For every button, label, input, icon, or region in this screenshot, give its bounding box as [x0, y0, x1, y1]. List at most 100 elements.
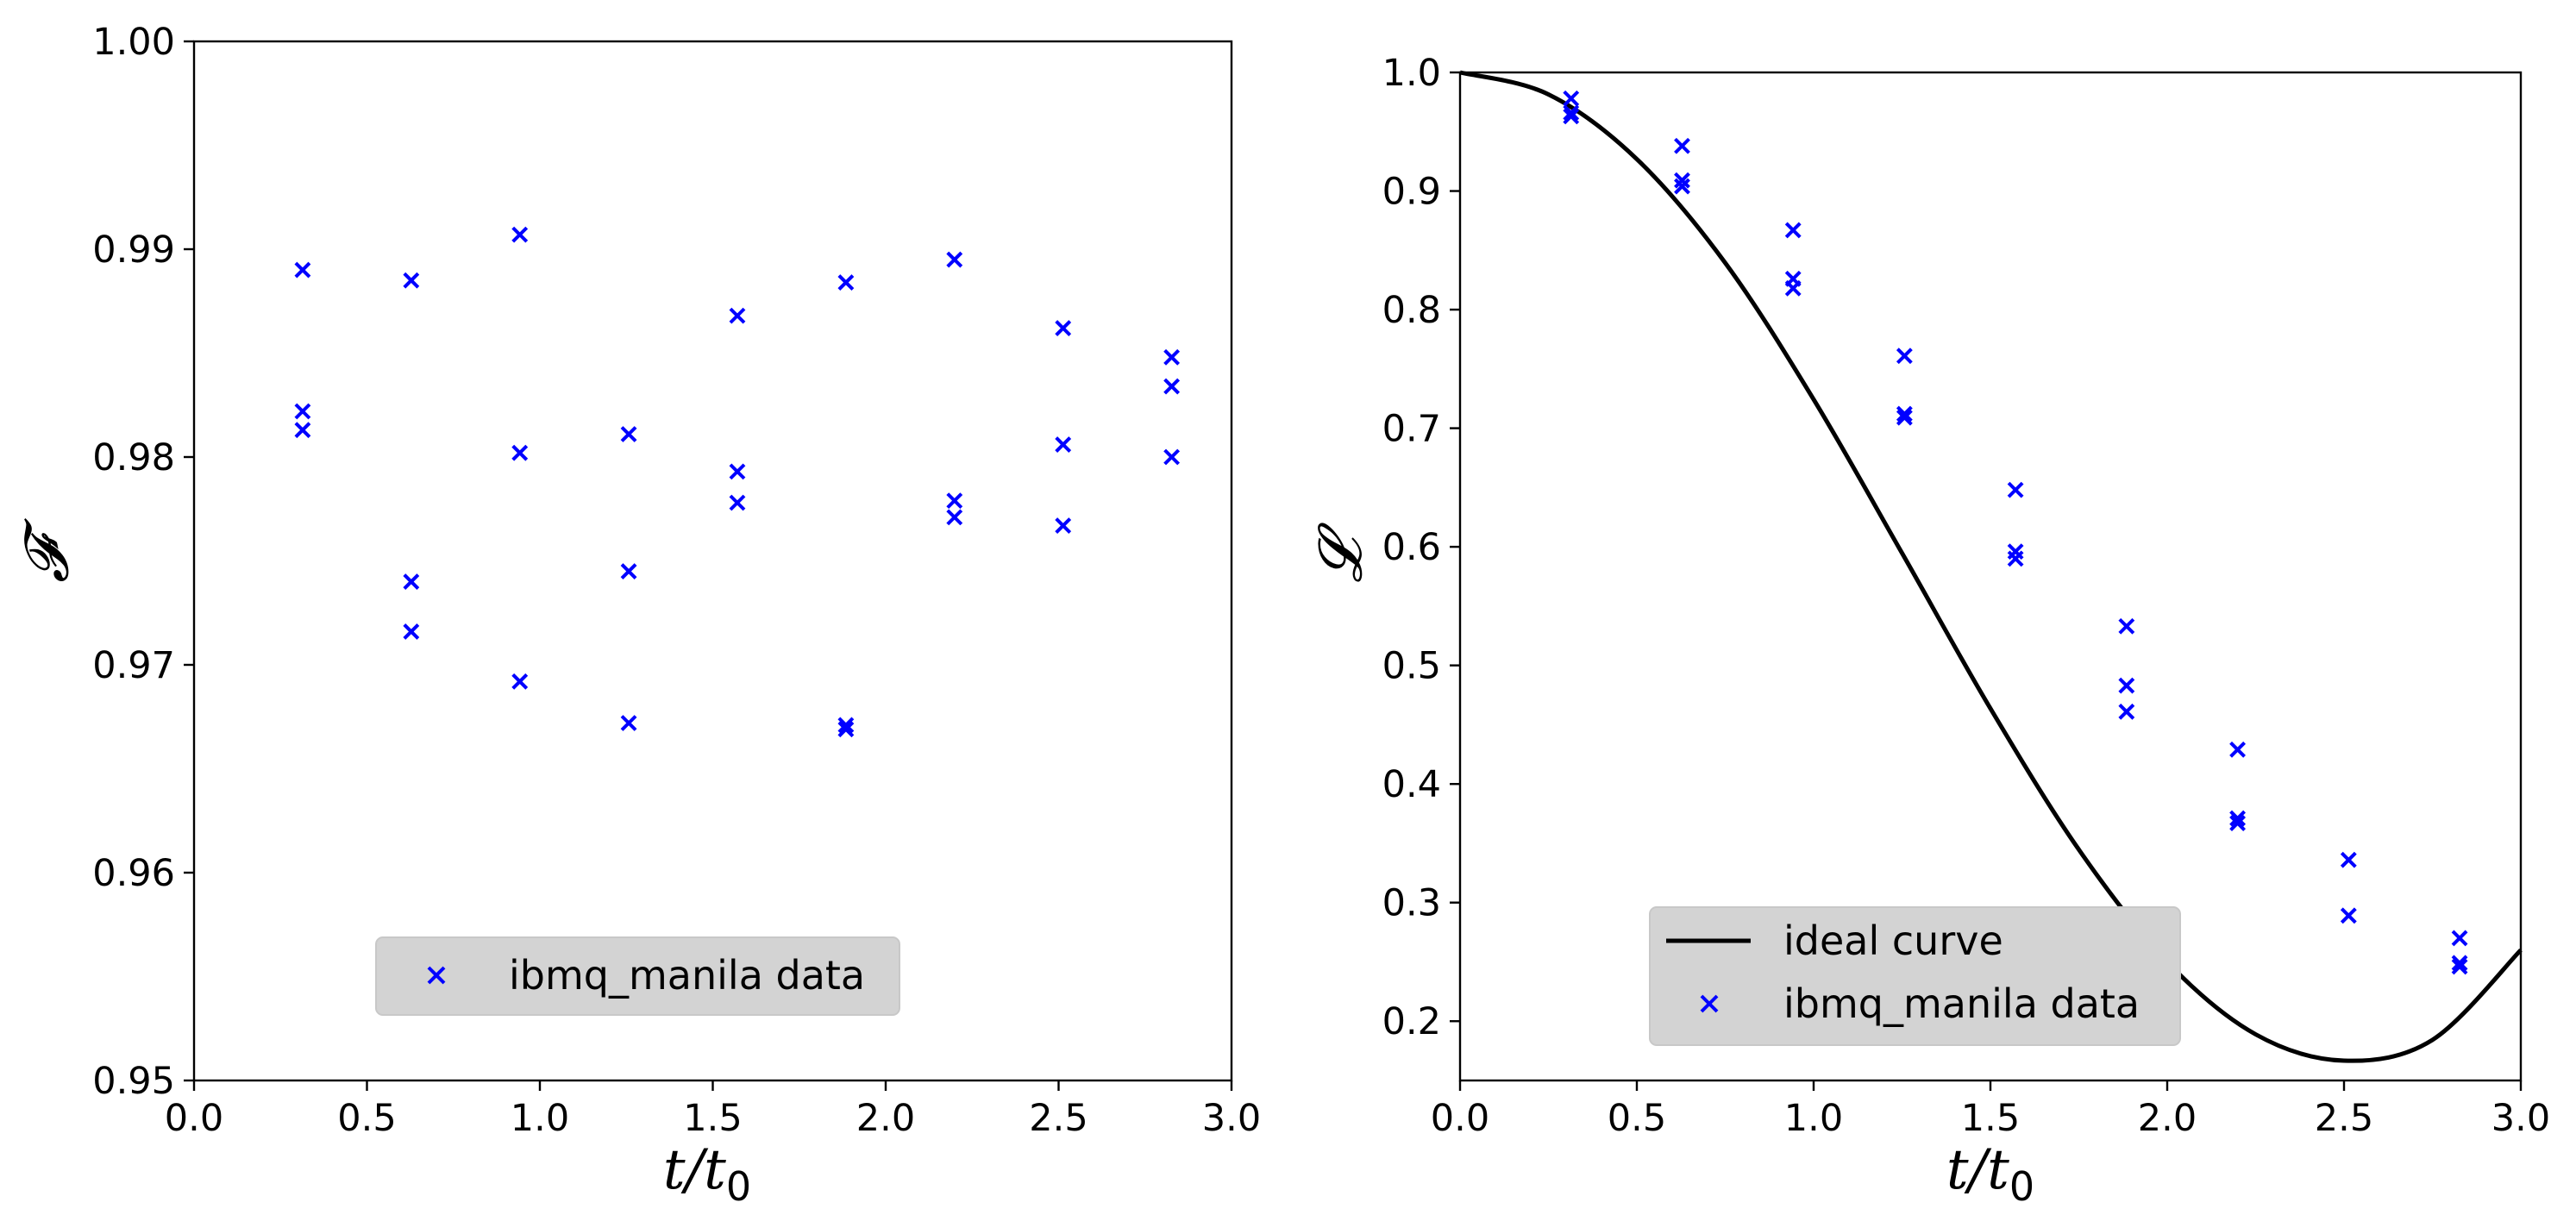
data-point-marker [1163, 348, 1181, 366]
data-point-marker [620, 715, 637, 731]
legend-box [1649, 906, 2181, 1046]
data-point-marker [1163, 378, 1181, 395]
y-tick-group: 0.95 0.96 0.97 0.98 0.99 1.00 [92, 21, 194, 1103]
y-tick-label: 0.98 [92, 436, 175, 479]
data-point-marker [837, 717, 855, 734]
x-tick-label: 1.0 [511, 1097, 569, 1140]
plot-frame [192, 40, 1233, 1082]
x-tick-label: 1.5 [1961, 1097, 2020, 1140]
data-point-marker [1563, 90, 1580, 107]
data-point-marker [2451, 958, 2468, 975]
data-point-marker [1055, 320, 1072, 336]
x-tick-group: 0.0 0.5 1.0 1.5 2.0 2.5 3.0 [165, 1080, 1261, 1140]
data-point-marker [1055, 436, 1072, 453]
data-point-marker [729, 494, 746, 511]
data-point-marker [729, 307, 746, 324]
legend-marker-icon [1700, 994, 1719, 1013]
y-tick-label: 0.96 [92, 852, 175, 895]
data-point-marker [2229, 810, 2247, 827]
data-point-marker [511, 226, 529, 243]
x-tick-label: 2.5 [1029, 1097, 1087, 1140]
y-tick-label: 0.97 [92, 644, 175, 687]
data-point-marker [1896, 409, 1913, 426]
data-point-marker [1055, 517, 1072, 534]
x-tick-label: 0.5 [1608, 1097, 1666, 1140]
y-tick-label: 1.00 [92, 21, 175, 64]
ideal-curve-line [1459, 70, 2523, 1063]
x-tick-group: 0.0 0.5 1.0 1.5 2.0 2.5 3.0 [1431, 1080, 2550, 1140]
data-point-marker [2229, 741, 2247, 758]
data-point-marker [2118, 703, 2135, 720]
y-tick-label: 0.3 [1382, 882, 1441, 925]
data-point-marker [294, 422, 311, 439]
data-point-marker [403, 623, 420, 640]
data-point-marker [2007, 481, 2024, 498]
data-point-marker [620, 563, 637, 579]
data-point-marker [1784, 279, 1802, 297]
data-point-marker [2451, 955, 2468, 972]
data-point-marker [294, 261, 311, 279]
y-tick-label: 0.5 [1382, 645, 1441, 688]
data-point-marker [1896, 348, 1913, 365]
data-point-marker [2118, 677, 2135, 694]
data-point-marker [2340, 907, 2357, 924]
legend-label-data: ibmq_manila data [1783, 980, 2140, 1027]
data-point-marker [294, 403, 311, 420]
data-point-marker [2451, 930, 2468, 947]
data-point-marker [946, 492, 963, 510]
data-point-marker [403, 573, 420, 591]
data-point-marker [729, 463, 746, 480]
x-axis-label: t/t0 [663, 1138, 751, 1210]
data-point-marker [1563, 104, 1580, 122]
legend: ideal curve ibmq_manila data [1649, 906, 2181, 1046]
y-tick-label: 0.8 [1382, 289, 1441, 332]
y-tick-label: 0.6 [1382, 526, 1441, 569]
y-tick-label: 0.99 [92, 229, 175, 272]
y-axis-label: 𝓛 [1305, 522, 1376, 582]
data-point-marker [511, 444, 529, 461]
y-tick-label: 0.4 [1382, 763, 1441, 806]
y-tick-group: 0.2 0.3 0.4 0.5 0.6 0.7 0.8 0.9 1.0 [1382, 52, 1460, 1043]
x-tick-label: 0.0 [165, 1097, 223, 1140]
data-point-marker [511, 673, 529, 690]
data-points [1563, 90, 2468, 975]
x-tick-label: 0.5 [337, 1097, 396, 1140]
data-point-marker [1674, 137, 1690, 154]
data-point-marker [2118, 617, 2135, 635]
data-point-marker [946, 251, 963, 268]
x-tick-label: 2.0 [2138, 1097, 2197, 1140]
y-tick-label: 0.9 [1382, 171, 1441, 214]
data-point-marker [946, 509, 963, 526]
data-point-marker [2007, 550, 2024, 567]
x-tick-label: 2.5 [2315, 1097, 2373, 1140]
y-axis-label: 𝓕 [11, 518, 82, 583]
data-point-marker [2340, 851, 2357, 868]
data-point-marker [837, 274, 855, 291]
x-tick-label: 0.0 [1431, 1097, 1489, 1140]
legend-marker-icon [427, 966, 446, 985]
y-tick-label: 0.2 [1382, 1000, 1441, 1043]
x-tick-label: 3.0 [1202, 1097, 1261, 1140]
x-tick-label: 2.0 [856, 1097, 915, 1140]
data-point-marker [1674, 172, 1690, 189]
data-point-marker [1896, 405, 1913, 423]
y-tick-label: 0.7 [1382, 408, 1441, 451]
x-tick-label: 3.0 [2491, 1097, 2550, 1140]
data-point-marker [403, 272, 420, 289]
data-point-marker [620, 426, 637, 442]
legend-box [375, 936, 900, 1016]
legend-label-curve: ideal curve [1783, 918, 2003, 964]
legend-label-data: ibmq_manila data [509, 952, 865, 999]
data-point-marker [1674, 178, 1690, 195]
echo-chart: 0.0 0.5 1.0 1.5 2.0 2.5 3.0 0.2 0.3 0.4 0.5 0.6 0.7… [1305, 52, 2550, 1210]
data-point-marker [2229, 815, 2247, 831]
data-point-marker [1563, 108, 1580, 125]
y-tick-label: 1.0 [1382, 52, 1441, 95]
data-point-marker [1784, 222, 1802, 239]
y-tick-label: 0.95 [92, 1060, 175, 1103]
data-point-marker [1163, 448, 1181, 466]
fidelity-chart: 0.0 0.5 1.0 1.5 2.0 2.5 3.0 0.950.960.970.980.… [11, 21, 1261, 1210]
legend: ibmq_manila data [375, 936, 900, 1016]
x-axis-label: t/t0 [1946, 1138, 2034, 1210]
